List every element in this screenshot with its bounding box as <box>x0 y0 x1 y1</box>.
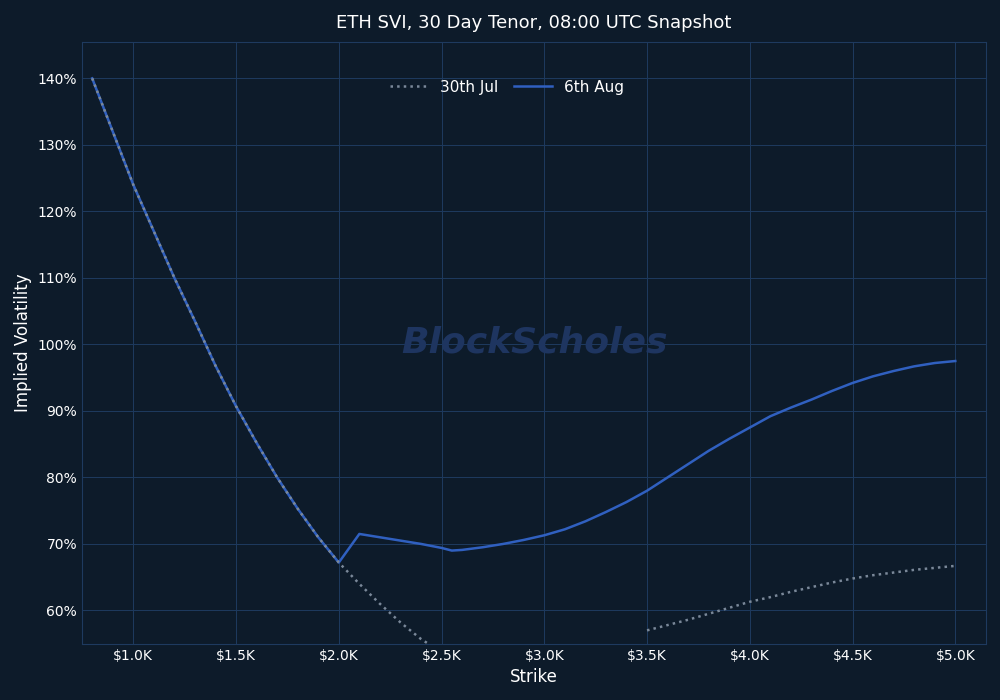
6th Aug <box>867 372 879 381</box>
6th Aug <box>847 379 859 387</box>
6th Aug <box>805 395 817 404</box>
Title: ETH SVI, 30 Day Tenor, 08:00 UTC Snapshot: ETH SVI, 30 Day Tenor, 08:00 UTC Snapsho… <box>336 14 732 32</box>
6th Aug <box>148 227 160 235</box>
6th Aug <box>600 508 612 516</box>
6th Aug <box>292 505 304 513</box>
30th Jul <box>86 74 98 83</box>
30th Jul <box>312 533 324 542</box>
30th Jul <box>148 227 160 235</box>
6th Aug <box>446 547 458 555</box>
6th Aug <box>620 498 632 506</box>
30th Jul <box>107 127 119 136</box>
30th Jul <box>415 635 427 643</box>
6th Aug <box>312 533 324 542</box>
30th Jul <box>456 658 468 666</box>
6th Aug <box>271 473 283 482</box>
6th Aug <box>86 74 98 83</box>
6th Aug <box>477 543 489 552</box>
30th Jul <box>497 675 509 683</box>
6th Aug <box>682 460 694 468</box>
6th Aug <box>929 359 941 368</box>
6th Aug <box>333 559 345 567</box>
30th Jul <box>425 641 437 650</box>
6th Aug <box>949 357 961 365</box>
30th Jul <box>292 505 304 513</box>
30th Jul <box>394 618 406 626</box>
Y-axis label: Implied Volatility: Implied Volatility <box>14 274 32 412</box>
6th Aug <box>559 525 571 533</box>
6th Aug <box>168 274 180 282</box>
6th Aug <box>210 361 222 370</box>
30th Jul <box>251 439 263 447</box>
Legend: 30th Jul, 6th Aug: 30th Jul, 6th Aug <box>384 74 630 101</box>
30th Jul <box>189 317 201 326</box>
30th Jul <box>168 274 180 282</box>
6th Aug <box>744 424 756 432</box>
Line: 6th Aug: 6th Aug <box>92 78 955 563</box>
30th Jul <box>374 600 386 608</box>
6th Aug <box>230 402 242 410</box>
6th Aug <box>908 362 920 370</box>
6th Aug <box>251 439 263 447</box>
30th Jul <box>210 361 222 370</box>
6th Aug <box>785 403 797 412</box>
6th Aug <box>538 531 550 540</box>
6th Aug <box>127 181 139 189</box>
30th Jul <box>271 473 283 482</box>
30th Jul <box>333 559 345 567</box>
6th Aug <box>189 317 201 326</box>
6th Aug <box>394 536 406 545</box>
6th Aug <box>579 517 591 526</box>
Line: 30th Jul: 30th Jul <box>92 78 524 685</box>
30th Jul <box>477 667 489 676</box>
6th Aug <box>764 412 776 421</box>
30th Jul <box>518 681 530 690</box>
30th Jul <box>353 580 365 588</box>
6th Aug <box>662 473 674 482</box>
6th Aug <box>456 546 468 554</box>
30th Jul <box>446 654 458 662</box>
6th Aug <box>374 533 386 542</box>
Text: BlockScholes: BlockScholes <box>401 326 667 360</box>
6th Aug <box>107 127 119 136</box>
6th Aug <box>641 486 653 495</box>
30th Jul <box>230 402 242 410</box>
6th Aug <box>888 367 900 375</box>
6th Aug <box>353 530 365 538</box>
30th Jul <box>466 663 478 671</box>
X-axis label: Strike: Strike <box>510 668 558 686</box>
6th Aug <box>703 447 715 455</box>
6th Aug <box>436 544 448 552</box>
6th Aug <box>415 540 427 548</box>
30th Jul <box>127 181 139 189</box>
6th Aug <box>497 540 509 548</box>
6th Aug <box>518 536 530 544</box>
30th Jul <box>436 648 448 657</box>
6th Aug <box>723 435 735 443</box>
6th Aug <box>826 387 838 395</box>
